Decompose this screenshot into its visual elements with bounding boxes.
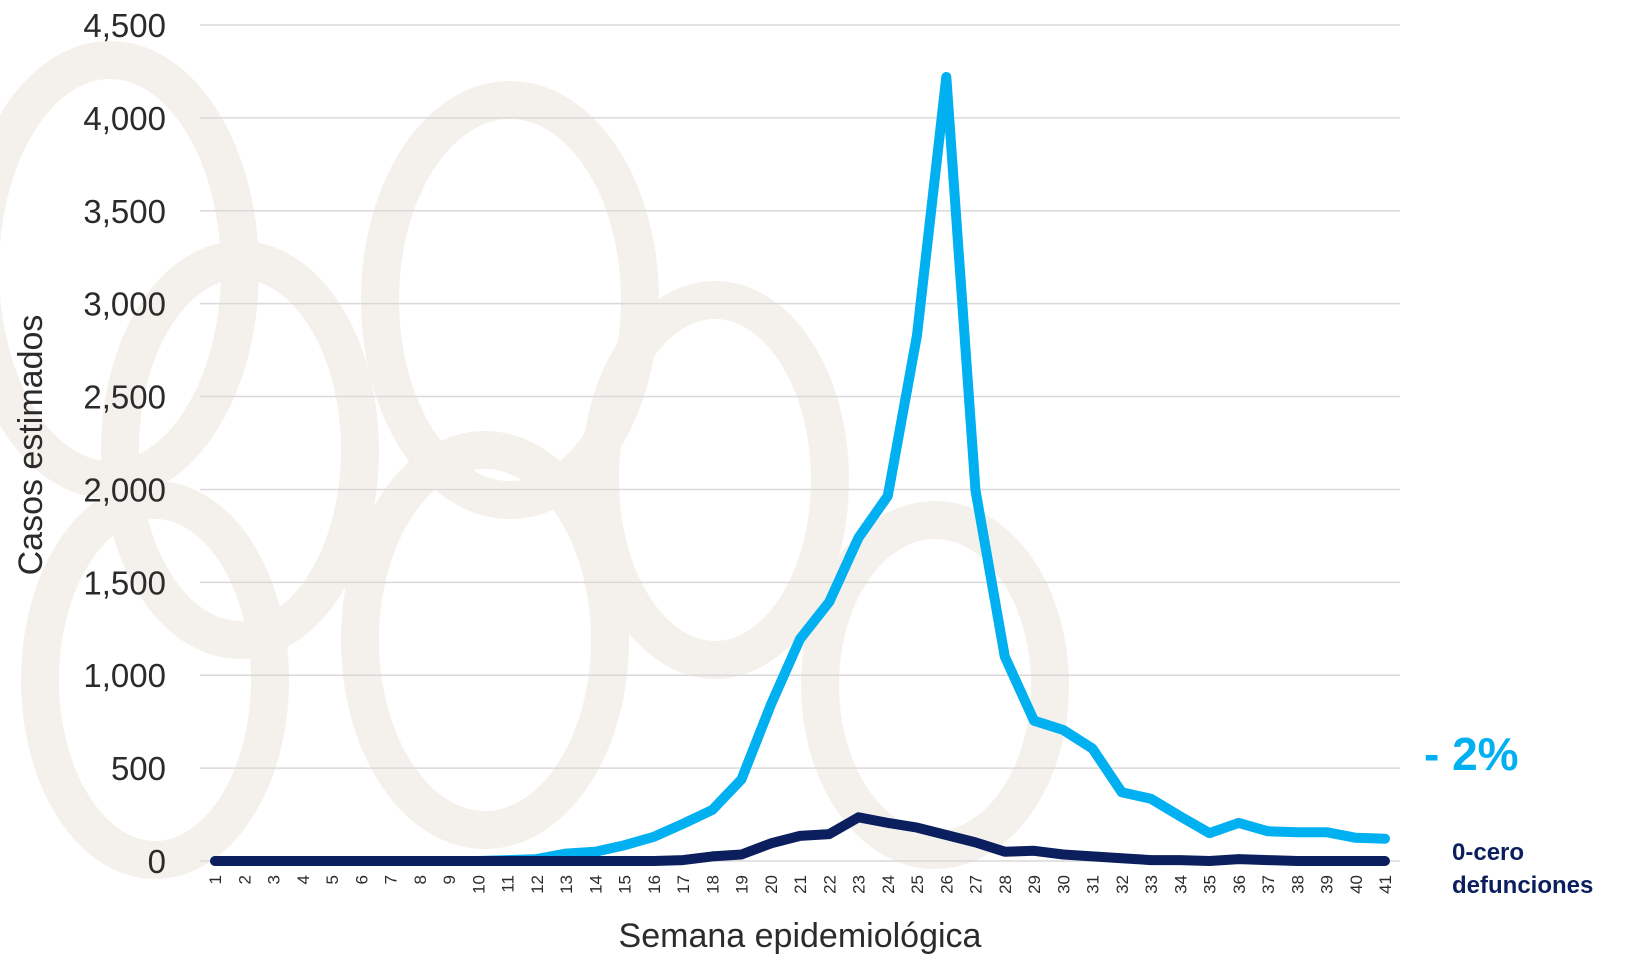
y-tick-label: 500 xyxy=(111,750,166,787)
y-tick-label: 4,500 xyxy=(83,7,166,44)
background-watermark xyxy=(0,41,1069,879)
y-tick-label: 2,000 xyxy=(83,471,166,508)
x-tick-label: 14 xyxy=(586,875,605,894)
x-tick-label: 22 xyxy=(820,875,839,894)
x-tick-label: 28 xyxy=(996,875,1015,894)
percent-change-annotation: - 2% xyxy=(1424,728,1519,780)
x-tick-label: 1 xyxy=(206,875,225,884)
x-tick-label: 9 xyxy=(440,875,459,884)
x-tick-label: 20 xyxy=(762,875,781,894)
x-tick-label: 13 xyxy=(557,875,576,894)
x-tick-label: 23 xyxy=(850,875,869,894)
gridlines xyxy=(200,24,1400,862)
x-tick-label: 35 xyxy=(1201,875,1220,894)
watermark-ornament xyxy=(341,431,629,849)
watermark-ornament xyxy=(581,281,849,679)
x-tick-label: 29 xyxy=(1025,875,1044,894)
x-tick-label: 7 xyxy=(382,875,401,884)
deaths-annotation-line2: defunciones xyxy=(1452,872,1593,899)
y-tick-label: 2,500 xyxy=(83,379,166,416)
x-tick-label: 38 xyxy=(1288,875,1307,894)
x-tick-label: 25 xyxy=(908,875,927,894)
x-tick-label: 2 xyxy=(235,875,254,884)
watermark-ornament xyxy=(361,81,659,519)
x-tick-label: 31 xyxy=(1084,875,1103,894)
x-tick-label: 12 xyxy=(528,875,547,894)
x-tick-label: 15 xyxy=(616,875,635,894)
y-axis-title: Casos estimados xyxy=(12,315,50,576)
x-tick-label: 18 xyxy=(703,875,722,894)
x-tick-label: 36 xyxy=(1230,875,1249,894)
deaths-annotation-line1: 0-cero xyxy=(1452,839,1524,866)
x-tick-label: 33 xyxy=(1142,875,1161,894)
x-tick-label: 24 xyxy=(879,875,898,894)
x-tick-label: 41 xyxy=(1376,875,1395,894)
x-tick-label: 37 xyxy=(1259,875,1278,894)
x-tick-label: 39 xyxy=(1318,875,1337,894)
x-tick-label: 8 xyxy=(411,875,430,884)
watermark-ornament xyxy=(801,501,1069,869)
y-tick-label: 0 xyxy=(148,843,166,880)
y-tick-label: 3,000 xyxy=(83,286,166,323)
y-tick-label: 3,500 xyxy=(83,193,166,230)
x-tick-label: 16 xyxy=(645,875,664,894)
y-tick-label: 1,500 xyxy=(83,564,166,601)
x-tick-label: 10 xyxy=(469,875,488,894)
x-tick-label: 4 xyxy=(294,875,313,884)
x-tick-label: 30 xyxy=(1054,875,1073,894)
deaths-series-line xyxy=(210,812,1390,866)
x-tick-label: 5 xyxy=(323,875,342,884)
x-tick-label: 40 xyxy=(1347,875,1366,894)
x-tick-label: 3 xyxy=(265,875,284,884)
x-tick-label: 27 xyxy=(967,875,986,894)
x-tick-label: 6 xyxy=(352,875,371,884)
watermark-ornament xyxy=(101,241,379,659)
y-tick-label: 1,000 xyxy=(83,657,166,694)
x-tick-label: 21 xyxy=(791,875,810,894)
x-tick-label: 11 xyxy=(499,875,518,893)
series-lines xyxy=(210,72,1390,866)
x-tick-label: 26 xyxy=(937,875,956,894)
x-tick-label: 32 xyxy=(1113,875,1132,894)
y-tick-labels: 0 500 1,000 1,500 2,000 2,500 3,000 3,500 4,000 4… xyxy=(83,7,166,880)
watermark-ornament xyxy=(21,481,289,879)
x-tick-label: 34 xyxy=(1171,875,1190,894)
x-tick-label: 17 xyxy=(674,875,693,894)
y-tick-label: 4,000 xyxy=(83,100,166,137)
x-tick-label: 19 xyxy=(733,875,752,894)
x-axis-title: Semana epidemiológica xyxy=(619,917,982,955)
x-tick-labels: 1 2 3 4 5 6 7 8 9 10 11 12 13 14 15 16 17 18 19 20 21 22 23 24 2… xyxy=(206,875,1395,894)
